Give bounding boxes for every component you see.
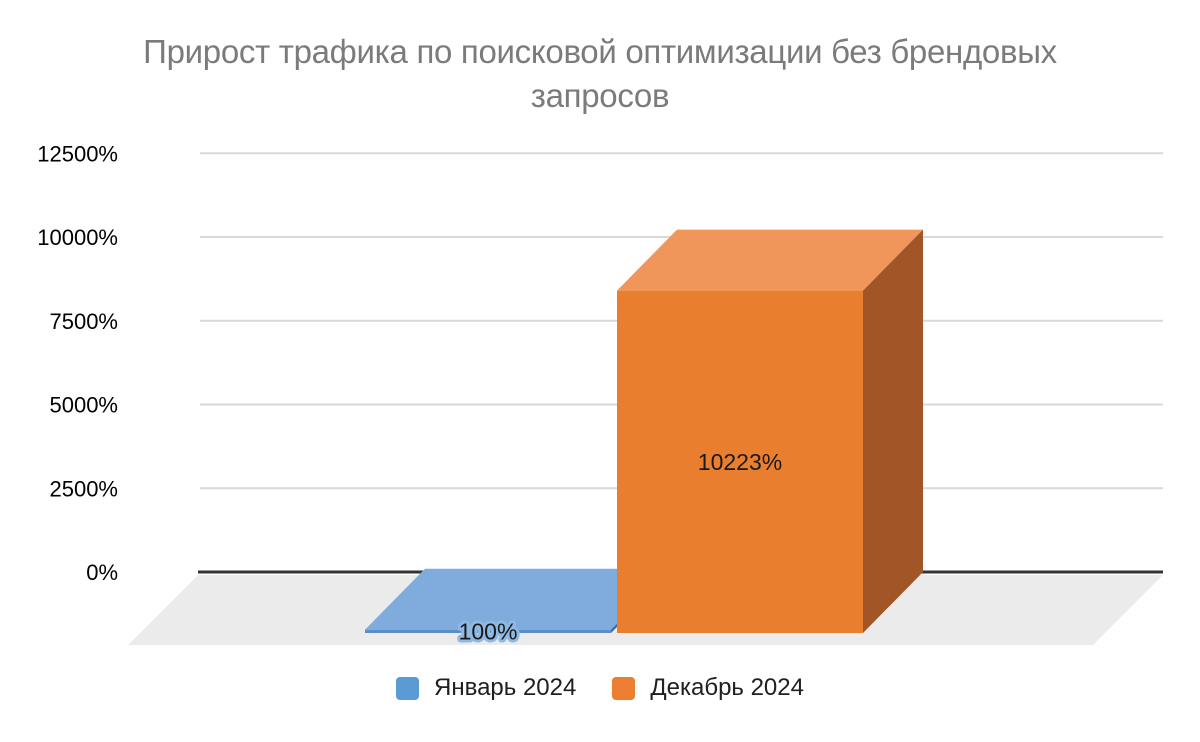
- bar-top-face: [365, 568, 671, 630]
- legend-label-december-2024: Декабрь 2024: [650, 674, 804, 701]
- bar-front-face: [365, 629, 611, 633]
- chart-title-line1: Прирост трафика по поисковой оптимизации…: [143, 33, 1057, 70]
- legend-swatch-december-2024: [612, 676, 636, 700]
- legend-item-january-2024: Январь 2024: [396, 674, 576, 702]
- y-axis-tick-label: 12500%: [37, 141, 118, 166]
- bar-top-face: [617, 229, 923, 291]
- legend-swatch-january-2024: [396, 676, 420, 700]
- y-axis-tick-label: 7500%: [49, 309, 118, 334]
- bar-value-label: 100%: [459, 618, 518, 644]
- legend-label-january-2024: Январь 2024: [434, 674, 577, 701]
- y-axis-tick-label: 5000%: [49, 393, 118, 418]
- y-axis-tick-label: 0%: [86, 560, 118, 585]
- chart-title-line2: запросов: [530, 77, 670, 114]
- legend: Январь 2024 Декабрь 2024: [0, 674, 1200, 702]
- y-axis-tick-label: 10000%: [37, 225, 118, 250]
- legend-item-december-2024: Декабрь 2024: [612, 674, 804, 702]
- bar-side-face: [863, 229, 923, 633]
- bar-value-label: 10223%: [698, 449, 782, 475]
- bar-front-face: [617, 290, 863, 633]
- chart-title: Прирост трафика по поисковой оптимизации…: [0, 30, 1200, 118]
- y-axis-tick-label: 2500%: [49, 476, 118, 501]
